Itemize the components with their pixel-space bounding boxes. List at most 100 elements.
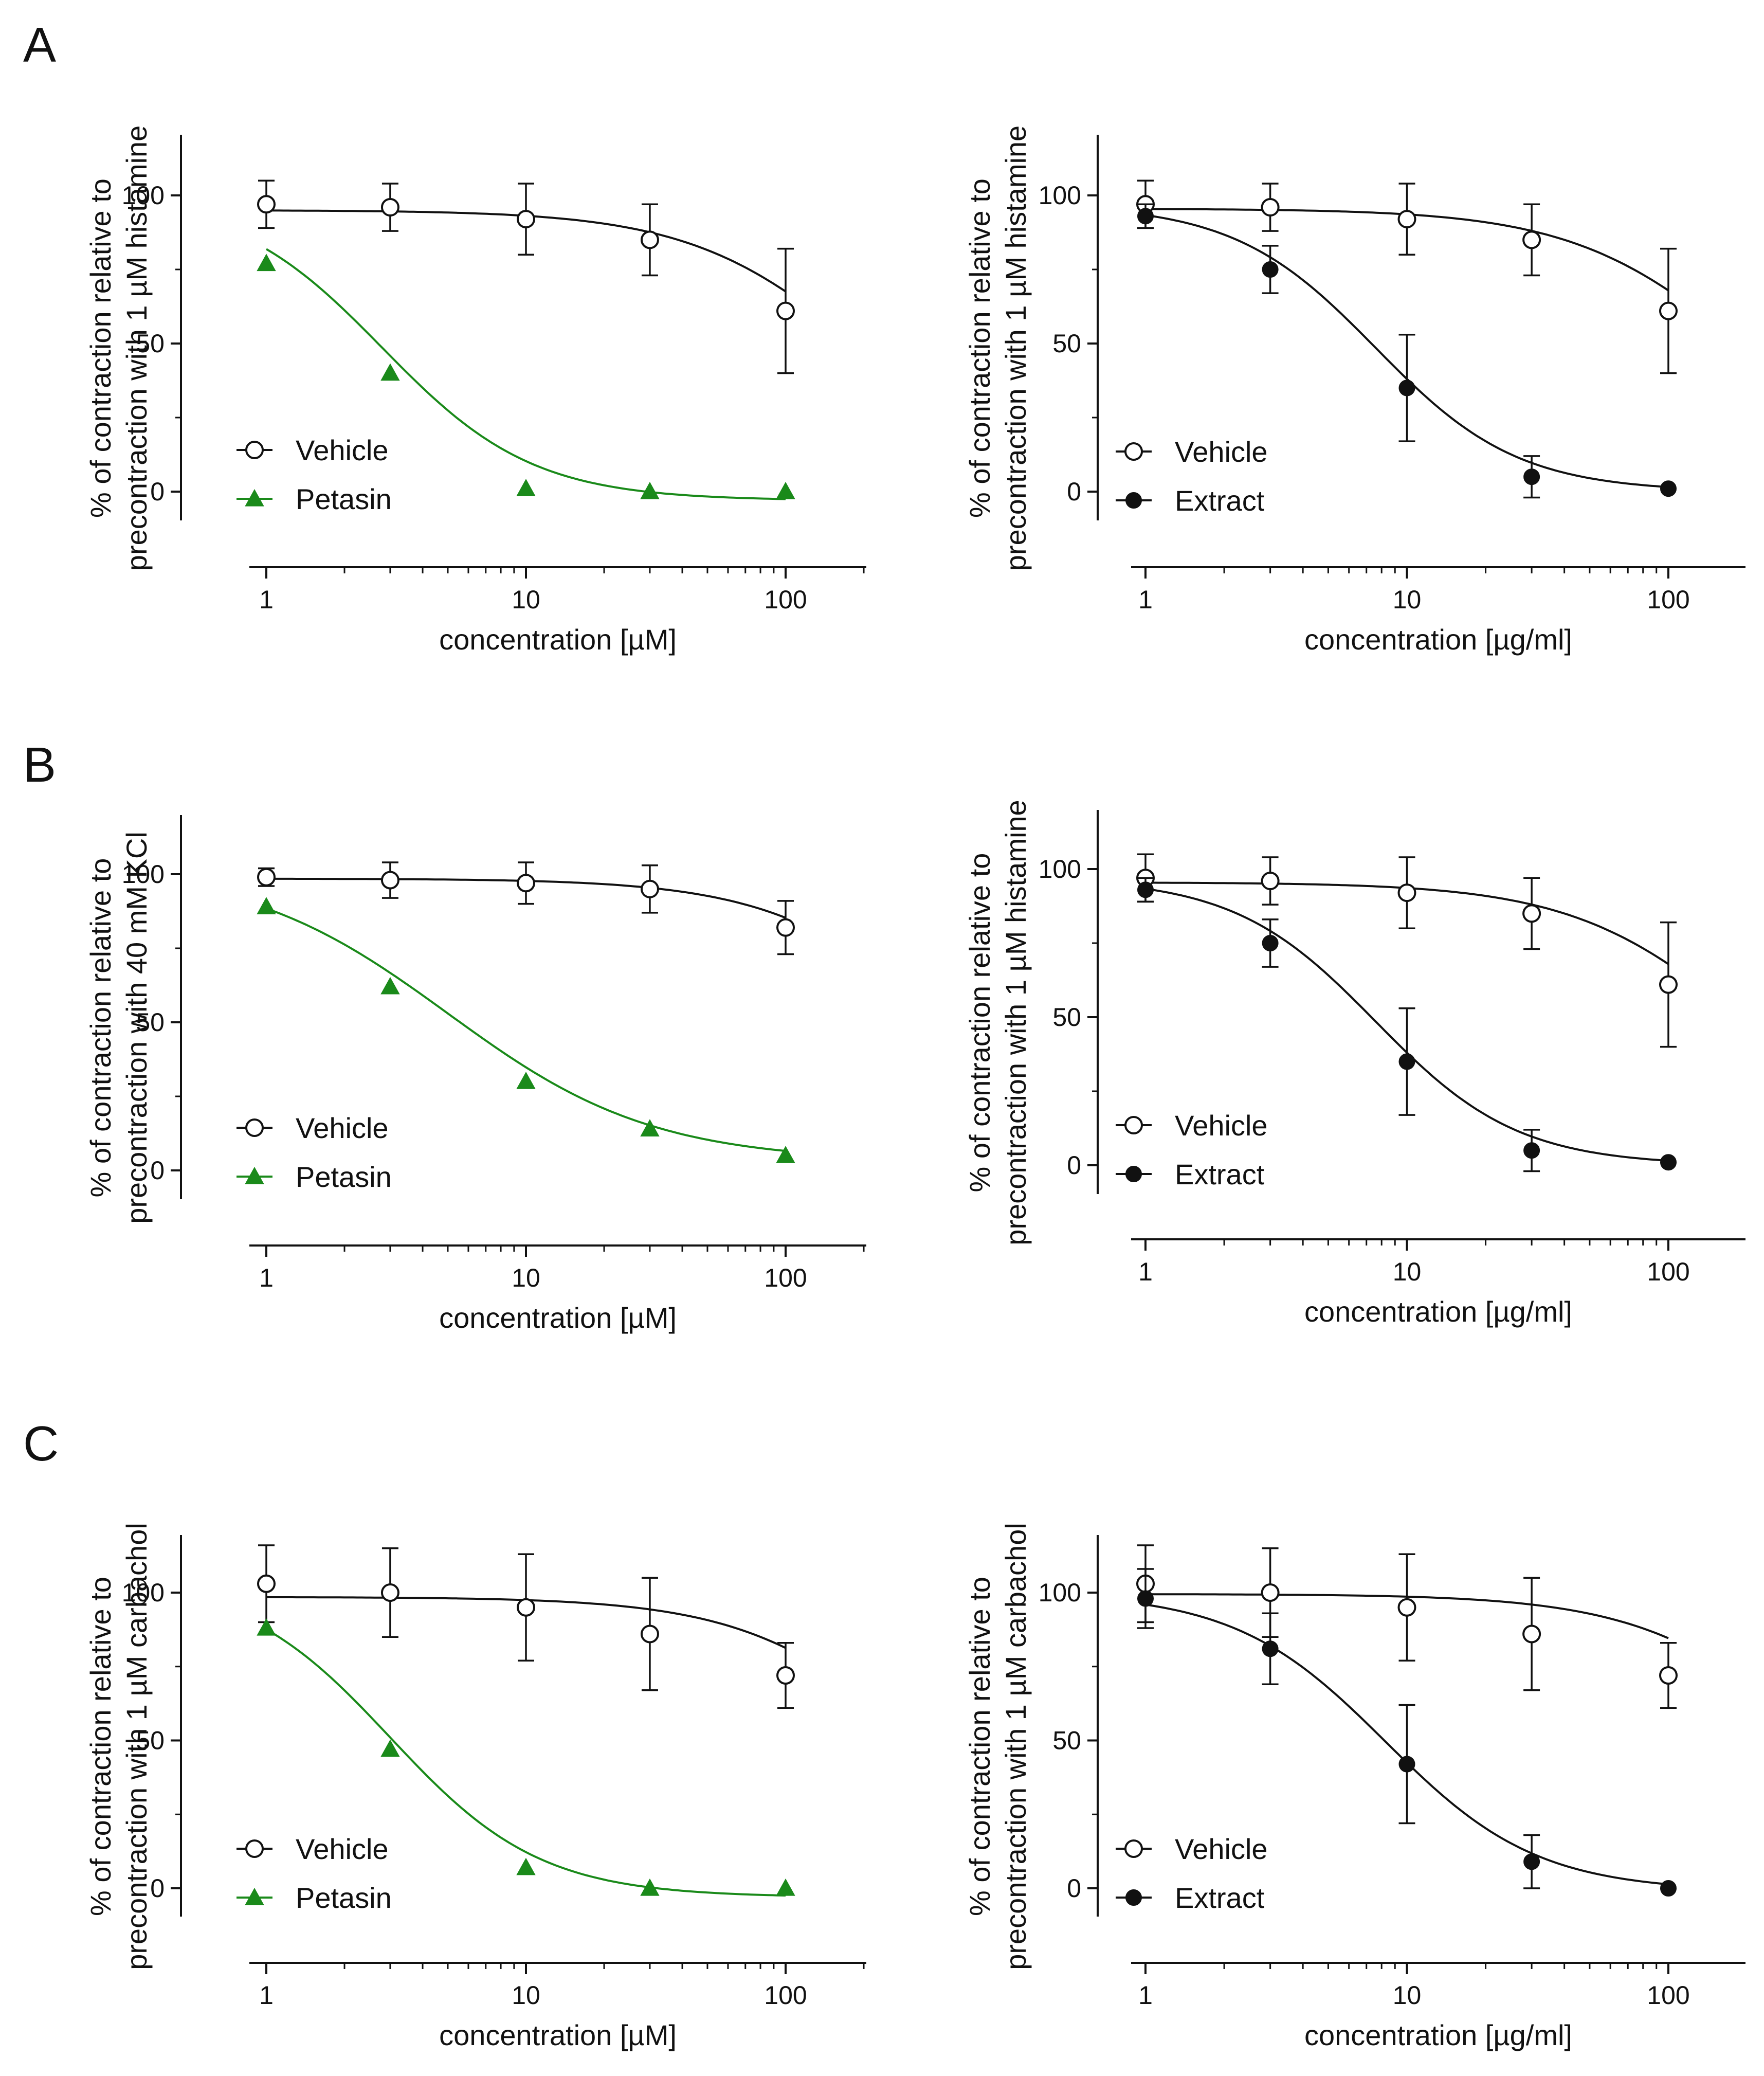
y-tick-label: 100 xyxy=(1039,1578,1081,1607)
chart-a-right: 0 50 100 1 10 100 concentration [µg/ml] % of co… xyxy=(963,125,1745,656)
y-tick-label: 50 xyxy=(1052,329,1081,358)
fit-curve xyxy=(266,907,786,1152)
y-tick-label: 0 xyxy=(1067,1874,1081,1903)
x-tick-label: 10 xyxy=(512,1263,540,1292)
data-point xyxy=(640,481,660,499)
y-tick-label: 0 xyxy=(1067,477,1081,506)
series-extract xyxy=(1137,203,1677,499)
series-vehicle xyxy=(257,1544,795,1709)
y-axis-title-line: precontraction with 1 µM carbachol xyxy=(120,1523,153,1970)
x-tick-label: 100 xyxy=(764,1263,807,1292)
legend-label-vehicle: Vehicle xyxy=(296,1833,389,1865)
legend-label-vehicle: Vehicle xyxy=(296,1112,389,1144)
y-axis-title-line: % of contraction relative to xyxy=(84,178,117,518)
data-point xyxy=(1660,1880,1677,1897)
y-tick-label: 0 xyxy=(150,1874,165,1903)
y-axis-title-line: % of contraction relative to xyxy=(84,1577,117,1916)
data-point xyxy=(1397,883,1416,902)
y-tick-label: 50 xyxy=(136,329,165,358)
y-tick-label: 50 xyxy=(1052,1726,1081,1755)
y-tick-label: 100 xyxy=(1039,181,1081,210)
y-tick-label: 100 xyxy=(122,181,165,210)
series-vehicle xyxy=(1136,1544,1678,1709)
legend-marker xyxy=(1125,1166,1142,1182)
data-point xyxy=(1137,881,1154,898)
x-tick-label: 100 xyxy=(764,1981,807,2010)
panel-label-c: C xyxy=(23,1416,59,1471)
data-point xyxy=(380,871,399,890)
y-tick-label: 100 xyxy=(122,860,165,889)
x-tick-label: 10 xyxy=(512,1981,540,2010)
data-point xyxy=(517,1598,535,1617)
legend-marker xyxy=(1124,1116,1143,1134)
data-point xyxy=(640,1119,660,1136)
x-tick-label: 10 xyxy=(1393,1981,1422,2010)
legend-label-extract: Extract xyxy=(1175,1882,1265,1914)
y-axis-title-line: % of contraction relative to xyxy=(963,178,996,518)
series-extract xyxy=(1137,877,1677,1172)
data-point xyxy=(516,479,536,496)
legend-marker xyxy=(1124,1839,1143,1858)
data-point xyxy=(1660,1154,1677,1171)
y-axis-title-line: % of contraction relative to xyxy=(963,1577,996,1916)
data-point xyxy=(776,481,795,499)
legend-label-vehicle: Vehicle xyxy=(1175,1109,1268,1142)
y-axis-title-line: precontraction with 1 µM histamine xyxy=(120,125,153,571)
data-point xyxy=(1660,480,1677,497)
data-point xyxy=(257,254,276,272)
chart-b-left: 0 50 100 1 10 100 concentration [µM] % of contr… xyxy=(84,815,866,1334)
x-axis-title: concentration [µg/ml] xyxy=(1304,623,1572,656)
y-axis-title-line: precontraction with 40 mM KCl xyxy=(120,832,153,1224)
legend-marker xyxy=(245,1887,264,1905)
x-axis-title: concentration [µM] xyxy=(439,1302,677,1334)
data-point xyxy=(1261,1583,1280,1602)
data-point xyxy=(1522,904,1541,923)
legend-label-vehicle: Vehicle xyxy=(1175,436,1268,468)
data-point xyxy=(257,897,276,914)
data-point xyxy=(1137,1590,1154,1607)
series-vehicle xyxy=(257,179,795,374)
y-axis-title-line: precontraction with 1 µM histamine xyxy=(999,125,1032,571)
data-point xyxy=(1262,935,1279,951)
y-axis-title-line: % of contraction relative to xyxy=(963,853,996,1193)
series-petasin xyxy=(257,248,795,500)
data-point xyxy=(1523,468,1540,485)
data-point xyxy=(1522,1624,1541,1644)
data-point xyxy=(640,230,659,249)
legend-marker xyxy=(245,1166,264,1184)
x-tick-label: 100 xyxy=(1647,585,1689,614)
x-tick-label: 10 xyxy=(1393,585,1422,614)
data-point xyxy=(380,1739,400,1757)
x-tick-label: 100 xyxy=(764,585,807,614)
y-tick-label: 0 xyxy=(150,477,165,506)
series-vehicle xyxy=(1136,853,1678,1048)
y-axis-title-line: % of contraction relative to xyxy=(84,858,117,1198)
series-vehicle xyxy=(257,861,795,955)
y-tick-label: 100 xyxy=(1039,855,1081,883)
y-tick-label: 100 xyxy=(122,1578,165,1607)
data-point xyxy=(1137,208,1154,225)
x-tick-label: 1 xyxy=(1138,1981,1153,2010)
chart-a-left: 0 50 100 1 10 100 concentration [µM] % of contr… xyxy=(84,125,866,656)
data-point xyxy=(776,1146,795,1163)
data-point xyxy=(517,874,535,893)
y-tick-label: 50 xyxy=(136,1726,165,1755)
legend-label-petasin: Petasin xyxy=(296,1161,392,1193)
data-point xyxy=(640,879,659,898)
data-point xyxy=(1261,872,1280,891)
y-tick-label: 0 xyxy=(1067,1151,1081,1180)
series-petasin xyxy=(257,1618,795,1897)
data-point xyxy=(1523,1142,1540,1159)
x-axis-title: concentration [µM] xyxy=(439,2019,677,2051)
legend-label-vehicle: Vehicle xyxy=(296,434,389,466)
legend-marker xyxy=(245,489,264,507)
legend-marker xyxy=(1125,492,1142,509)
data-point xyxy=(380,1583,399,1602)
data-point xyxy=(380,198,399,217)
y-axis-title-line: precontraction with 1 µM histamine xyxy=(999,800,1032,1245)
fit-curve xyxy=(265,1628,786,1897)
y-tick-label: 50 xyxy=(1052,1003,1081,1032)
y-tick-label: 0 xyxy=(150,1156,165,1185)
